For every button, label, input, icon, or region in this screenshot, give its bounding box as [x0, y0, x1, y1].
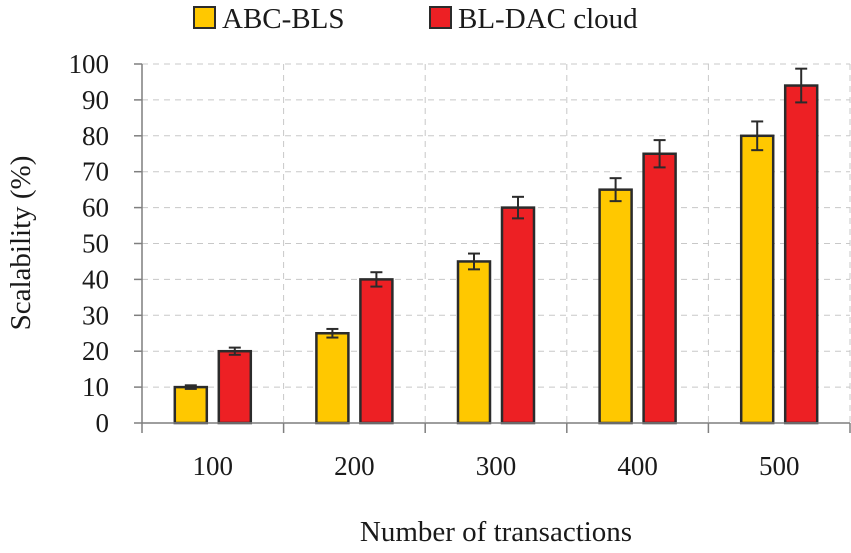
- y-tick-label-50: 50: [82, 229, 109, 259]
- bars: [173, 67, 819, 425]
- x-tick-label-500: 500: [759, 451, 800, 481]
- y-tick-label-100: 100: [69, 49, 110, 79]
- bar-bl-dac-cloud-500: [783, 84, 819, 425]
- x-axis-title: Number of transactions: [360, 516, 632, 548]
- x-tick-label-100: 100: [193, 451, 234, 481]
- x-tick-label-200: 200: [334, 451, 375, 481]
- x-tick-label-400: 400: [617, 451, 658, 481]
- legend-swatch-1: [429, 6, 452, 29]
- y-tick-label-80: 80: [82, 121, 109, 151]
- gridlines: [142, 63, 851, 423]
- y-tick-label-10: 10: [82, 372, 109, 402]
- legend-swatch-0: [193, 6, 216, 29]
- y-tick-label-0: 0: [96, 408, 110, 438]
- legend-label-1: BL-DAC cloud: [458, 3, 638, 35]
- x-tick-label-300: 300: [476, 451, 517, 481]
- bar-abc-bls-300: [456, 260, 492, 425]
- bar-bl-dac-cloud-400: [642, 152, 677, 425]
- axes: 0 10 20 30 40 50 60 70 80 90 100 100 200 300 400 500: [69, 49, 851, 481]
- y-tick-label-30: 30: [82, 300, 109, 330]
- bar-abc-bls-400: [598, 188, 633, 425]
- y-tick-label-40: 40: [82, 264, 109, 294]
- bar-bl-dac-cloud-200: [359, 278, 394, 425]
- bar-abc-bls-500: [739, 134, 775, 425]
- bar-abc-bls-200: [315, 332, 350, 425]
- legend-label-0: ABC-BLS: [222, 3, 344, 35]
- y-tick-label-20: 20: [82, 336, 109, 366]
- y-tick-label-90: 90: [82, 85, 109, 115]
- y-tick-label-60: 60: [82, 193, 109, 223]
- y-tick-label-70: 70: [82, 157, 109, 187]
- bar-bl-dac-cloud-300: [500, 206, 536, 425]
- bar-bl-dac-cloud-100: [217, 349, 253, 425]
- legend: ABC-BLS BL-DAC cloud: [193, 3, 638, 35]
- y-axis-title: Scalability (%): [5, 156, 37, 331]
- bar-abc-bls-100: [173, 385, 209, 425]
